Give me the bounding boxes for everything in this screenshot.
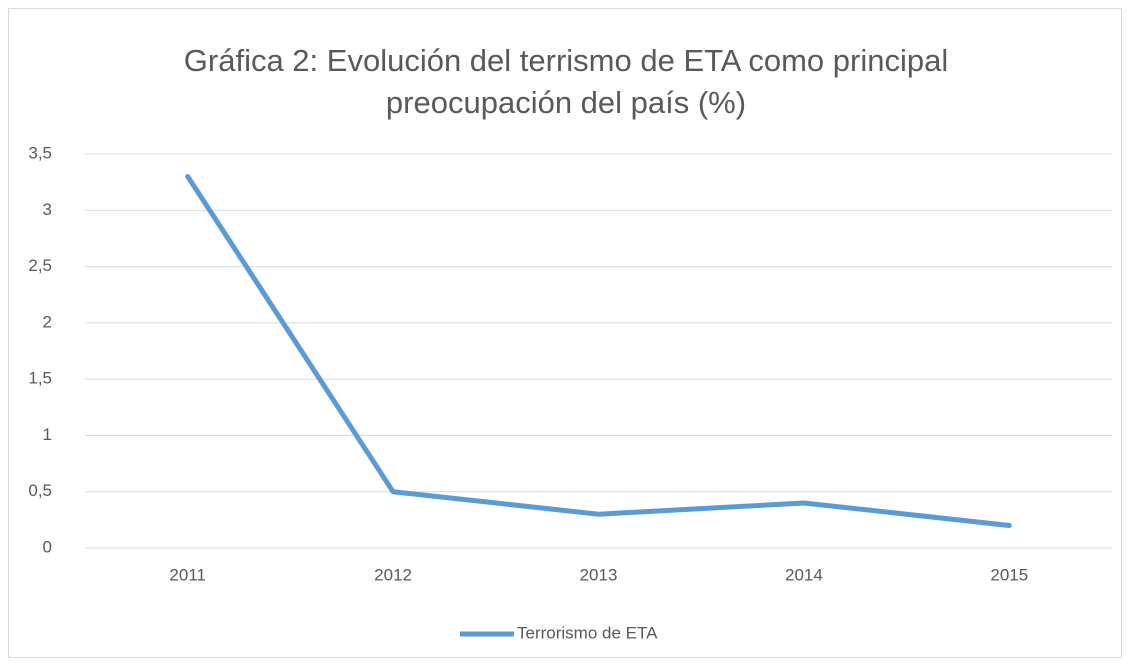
y-tick-label: 1: [43, 425, 52, 444]
x-tick-label: 2015: [990, 565, 1028, 584]
y-tick-label: 2: [43, 312, 52, 331]
x-tick-label: 2011: [169, 565, 206, 584]
x-tick-label: 2013: [580, 565, 618, 584]
y-tick-label: 1,5: [28, 369, 52, 388]
y-tick-label: 0: [43, 537, 52, 556]
x-tick-label: 2012: [374, 565, 412, 584]
y-tick-label: 0,5: [28, 481, 52, 500]
chart-title: Gráfica 2: Evolución del terrismo de ETA…: [183, 43, 949, 120]
y-tick-label: 2,5: [28, 256, 52, 275]
x-tick-label: 2014: [785, 565, 823, 584]
y-tick-label: 3: [43, 200, 52, 219]
y-tick-label: 3,5: [28, 143, 52, 162]
data-line: [185, 174, 1012, 528]
legend-label: Terrorismo de ETA: [517, 623, 658, 642]
chart-frame: [8, 8, 1122, 658]
